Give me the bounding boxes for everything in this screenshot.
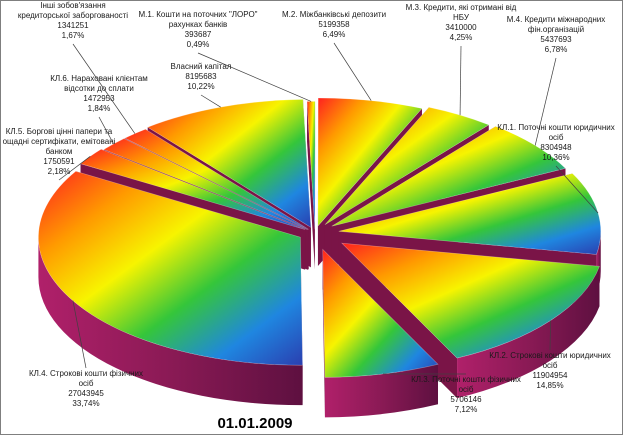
leader-line (459, 45, 462, 116)
slice-label-percent: 1,84% (88, 104, 111, 113)
leader-line (72, 43, 136, 134)
slice-label-value: 393687 (185, 30, 212, 39)
slice-label: М.3. Кредити, які отримані від НБУ 3410000… (406, 3, 517, 42)
pie-slice (38, 170, 303, 406)
slice-label-value: 1472953 (83, 94, 115, 103)
slice-label-percent: 6,78% (545, 45, 568, 54)
slice-label: КЛ.5. Боргові цінні папери та ощадні серт… (3, 127, 116, 176)
pie-slice-top (324, 106, 490, 226)
slice-label-value: 1750591 (43, 157, 75, 166)
slice-label-value: 3410000 (445, 23, 477, 32)
slice-label-name: осіб (549, 133, 564, 142)
pie-slice-top (322, 248, 439, 378)
leader-line (534, 57, 557, 146)
pie-slice-top (147, 99, 312, 228)
leader-line (549, 320, 551, 351)
slice-label-value: 8304948 (540, 143, 572, 152)
slice-label-name: ощадні сертифікати, емітовані (3, 137, 116, 146)
slice-label: М.1. Кошти на поточних "ЛОРО" рахунках ба… (138, 10, 257, 49)
slice-label-percent: 10,36% (542, 153, 569, 162)
slice-label-name: КЛ.3. Поточні кошти фізичних (411, 375, 521, 384)
slice-label-name: КЛ.1. Поточні кошти юридичних (497, 123, 614, 132)
slice-label: КЛ.4. Строкові кошти фізичних осіб 2704394… (29, 369, 143, 408)
pie-slice-wall (322, 249, 325, 418)
slice-label: М.2. Міжбанківські депозити 5199358 6,49% (282, 10, 386, 39)
pie-slice-side (38, 237, 303, 406)
slice-label: КЛ.1. Поточні кошти юридичних осіб 8304948… (497, 123, 614, 162)
slice-label-value: 11904954 (533, 371, 569, 380)
slice-label: КЛ.3. Поточні кошти фізичних осіб 5706146 7… (411, 375, 521, 414)
slice-label-percent: 7,12% (455, 405, 478, 414)
leader-line (200, 94, 221, 108)
pie-slice-side (324, 364, 439, 418)
pie-slice (322, 248, 439, 418)
slice-label-value: 1341251 (57, 21, 89, 30)
slice-label-name: банком (46, 147, 73, 156)
leader-line (58, 156, 91, 181)
slice-label-percent: 1,67% (62, 31, 85, 40)
slice-label-percent: 6,49% (323, 30, 346, 39)
leader-line (98, 116, 114, 145)
slice-label: КЛ.6. Нараховані клієнтам відсотки до спл… (50, 74, 148, 113)
pie-slice-top (103, 138, 309, 231)
slice-label-value: 27043945 (68, 389, 104, 398)
slice-label-percent: 10,22% (187, 82, 214, 91)
leader-line (197, 52, 312, 102)
slice-label-name: КЛ.2. Строкові кошти юридичних (489, 351, 611, 360)
slice-label-name: осіб (543, 361, 558, 370)
slice-label-name: КЛ.6. Нараховані клієнтам (50, 74, 148, 83)
slice-label: М.4. Кредити міжнародних фін.організацій 5… (507, 15, 605, 54)
slice-label-name: осіб (79, 379, 94, 388)
slice-label-percent: 33,74% (72, 399, 99, 408)
pie-slice-wall (307, 101, 315, 270)
slice-label-value: 5199358 (318, 20, 350, 29)
slice-label: Власний капітал 8195683 10,22% (171, 62, 232, 91)
slice-label-value: 5706146 (450, 395, 482, 404)
slice-label-percent: 4,25% (450, 33, 473, 42)
slice-label-name: відсотки до сплати (64, 84, 134, 93)
slice-label-name: осіб (459, 385, 474, 394)
pie-slice-top (340, 242, 600, 359)
chart-title: 01.01.2009 (217, 415, 292, 432)
leader-line (555, 165, 599, 214)
slice-label-percent: 14,85% (536, 381, 563, 390)
slice-label-name: фін.організацій (528, 25, 584, 34)
slice-label-name: КЛ.4. Строкові кошти фізичних (29, 369, 143, 378)
pie-slice-top (331, 125, 567, 227)
pie-slice-top (317, 97, 423, 227)
slice-label-name: рахунках банків (169, 20, 227, 29)
slice-label-percent: 0,49% (187, 40, 210, 49)
slice-label: КЛ.2. Строкові кошти юридичних осіб 119049… (489, 351, 611, 390)
slice-label-name: М.2. Міжбанківські депозити (282, 10, 386, 19)
leader-line (72, 300, 87, 369)
slice-label-value: 5437693 (540, 35, 572, 44)
slice-label-name: М.1. Кошти на поточних "ЛОРО" (138, 10, 257, 19)
slice-label-name: М.4. Кредити міжнародних (507, 15, 605, 24)
slice-label-name: КЛ.5. Боргові цінні папери та (6, 127, 113, 136)
slice-label: Інші зобов'язання кредиторської заборгова… (18, 1, 128, 40)
pie-slice-side (457, 266, 600, 399)
slice-label-name: НБУ (453, 13, 470, 22)
leader-line (333, 42, 372, 101)
slice-label-value: 8195683 (185, 72, 217, 81)
slice-label-name: М.3. Кредити, які отримані від (406, 3, 517, 12)
slice-label-name: Власний капітал (171, 62, 232, 71)
slice-label-name: кредиторської заборгованості (18, 11, 128, 20)
slice-label-name: Інші зобов'язання (40, 1, 106, 10)
slice-label-percent: 2,18% (48, 167, 71, 176)
